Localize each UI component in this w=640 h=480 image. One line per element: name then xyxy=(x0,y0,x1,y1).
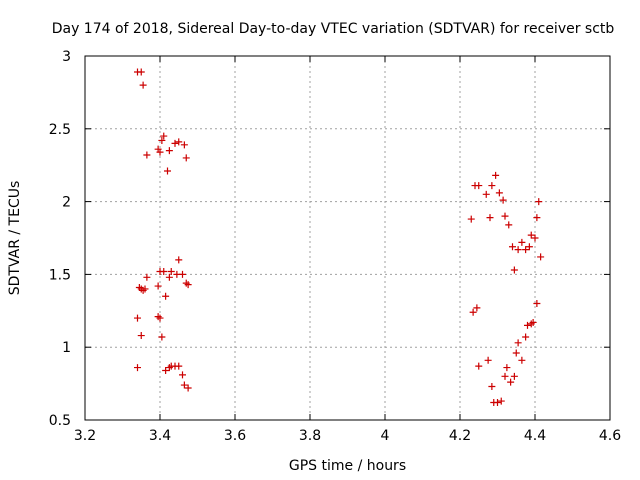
data-point xyxy=(175,362,183,370)
data-point xyxy=(162,366,170,374)
data-point xyxy=(537,253,545,261)
data-point xyxy=(514,339,522,347)
data-point xyxy=(486,214,494,222)
y-axis-label: SDTVAR / TECUs xyxy=(7,181,23,296)
data-point xyxy=(167,267,175,275)
data-point xyxy=(494,399,501,407)
data-point xyxy=(137,68,145,76)
data-point xyxy=(139,81,147,89)
data-point xyxy=(512,349,520,357)
data-point xyxy=(529,318,537,326)
data-point xyxy=(518,356,526,364)
data-point xyxy=(524,321,531,329)
data-point xyxy=(175,138,183,146)
y-tick-label: 0.5 xyxy=(49,413,71,429)
data-point xyxy=(180,381,188,389)
data-point xyxy=(165,273,173,281)
data-point xyxy=(467,215,475,223)
x-tick-label: 4.4 xyxy=(524,428,546,444)
y-tick-labels: 0.5 1 1.5 2 2.5 3 xyxy=(49,49,71,429)
data-point xyxy=(510,372,518,380)
data-point xyxy=(154,282,162,290)
data-point xyxy=(160,132,168,140)
data-point xyxy=(488,383,496,391)
data-point xyxy=(160,267,168,275)
data-point xyxy=(533,214,541,222)
data-point xyxy=(158,333,166,341)
data-point xyxy=(475,362,483,370)
data-point xyxy=(484,356,492,364)
data-point xyxy=(495,189,503,197)
data-point xyxy=(499,196,507,204)
y-tick-label: 2.5 xyxy=(49,122,71,138)
data-point xyxy=(182,154,190,162)
data-point xyxy=(475,182,483,190)
data-point xyxy=(171,139,179,147)
y-tick-label: 3 xyxy=(62,49,71,65)
data-point xyxy=(156,148,164,156)
x-tick-label: 4.2 xyxy=(449,428,471,444)
data-point xyxy=(501,212,509,220)
data-point xyxy=(505,221,513,229)
data-point xyxy=(522,333,530,341)
x-axis-label: GPS time / hours xyxy=(289,458,406,474)
x-tick-label: 3.2 xyxy=(74,428,96,444)
data-point xyxy=(503,364,511,372)
data-point xyxy=(164,167,171,175)
data-point xyxy=(141,285,149,293)
data-point xyxy=(527,231,535,239)
x-tick-label: 3.8 xyxy=(299,428,321,444)
data-point xyxy=(488,182,496,190)
data-point xyxy=(137,332,145,340)
data-point xyxy=(179,371,186,379)
data-point xyxy=(134,364,141,372)
data-point xyxy=(522,246,530,254)
x-tick-label: 4.6 xyxy=(599,428,621,444)
data-point xyxy=(143,273,151,281)
data-point xyxy=(162,292,170,300)
plot-frame xyxy=(84,55,611,421)
y-tick-label: 1 xyxy=(62,340,71,356)
data-points xyxy=(134,68,545,407)
chart-title: Day 174 of 2018, Sidereal Day-to-day VTE… xyxy=(52,21,615,37)
data-point xyxy=(175,256,183,264)
data-point xyxy=(482,190,490,198)
data-point xyxy=(501,372,509,380)
axis-ticks xyxy=(84,55,611,421)
data-point xyxy=(473,304,481,312)
data-point xyxy=(158,136,166,144)
data-point xyxy=(531,234,539,242)
data-point xyxy=(497,397,505,405)
data-point xyxy=(469,308,477,316)
data-point xyxy=(514,246,522,254)
data-point xyxy=(134,314,141,322)
data-point xyxy=(184,281,192,289)
x-tick-label: 3.4 xyxy=(149,428,171,444)
y-tick-label: 2 xyxy=(62,195,71,211)
data-point xyxy=(525,243,533,251)
x-tick-label: 4 xyxy=(381,428,390,444)
data-point xyxy=(518,238,526,246)
data-point xyxy=(509,243,516,251)
data-point xyxy=(156,314,164,322)
data-point xyxy=(492,171,500,179)
data-point xyxy=(533,300,541,308)
x-tick-label: 3.6 xyxy=(224,428,246,444)
data-point xyxy=(507,378,515,386)
data-point xyxy=(165,147,173,155)
data-point xyxy=(179,270,186,278)
data-point xyxy=(184,384,192,392)
y-tick-label: 1.5 xyxy=(49,267,71,283)
x-tick-labels: 3.2 3.4 3.6 3.8 4 4.2 4.4 4.6 xyxy=(74,428,621,444)
data-point xyxy=(535,198,543,206)
data-point xyxy=(143,151,151,159)
data-point xyxy=(180,141,188,149)
data-point xyxy=(510,266,518,274)
